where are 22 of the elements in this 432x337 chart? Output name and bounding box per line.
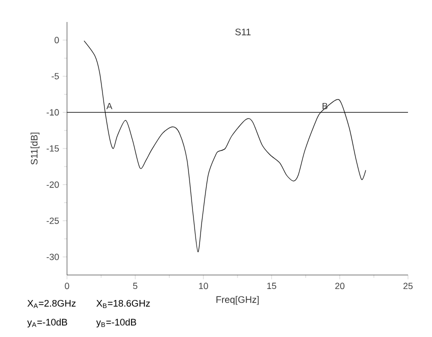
text: X$_{A}$=2.8GHz (27, 300, 76, 308)
x-tick-label: 0 (64, 282, 70, 290)
y-tick-label: -25 (46, 218, 59, 224)
x-tick-label: 5 (133, 282, 138, 290)
text: S11 (235, 28, 251, 36)
y-tick-label: -5 (52, 73, 59, 80)
text: y$_{B}$=-10dB (96, 318, 136, 328)
y-tick-label: 0 (54, 36, 59, 44)
annotation: B (322, 102, 328, 110)
text: X$_{B}$=18.6GHz (96, 300, 150, 308)
text: y$_{A}$=-10dB (27, 318, 68, 328)
x-tick-label: 20 (335, 282, 344, 290)
annotation: A (106, 102, 112, 110)
y-axis-title: S11[dB] (30, 132, 40, 165)
y-tick-label: -20 (46, 181, 59, 188)
x-tick-label: 10 (199, 282, 208, 290)
y-tick-label: -10 (46, 109, 59, 116)
x-tick-label: 15 (267, 282, 276, 290)
y-tick-label: -30 (46, 254, 59, 260)
y-tick-label: -15 (46, 145, 59, 152)
x-axis-title: Freq[GHz] (216, 296, 259, 305)
x-tick-label: 25 (403, 282, 413, 290)
